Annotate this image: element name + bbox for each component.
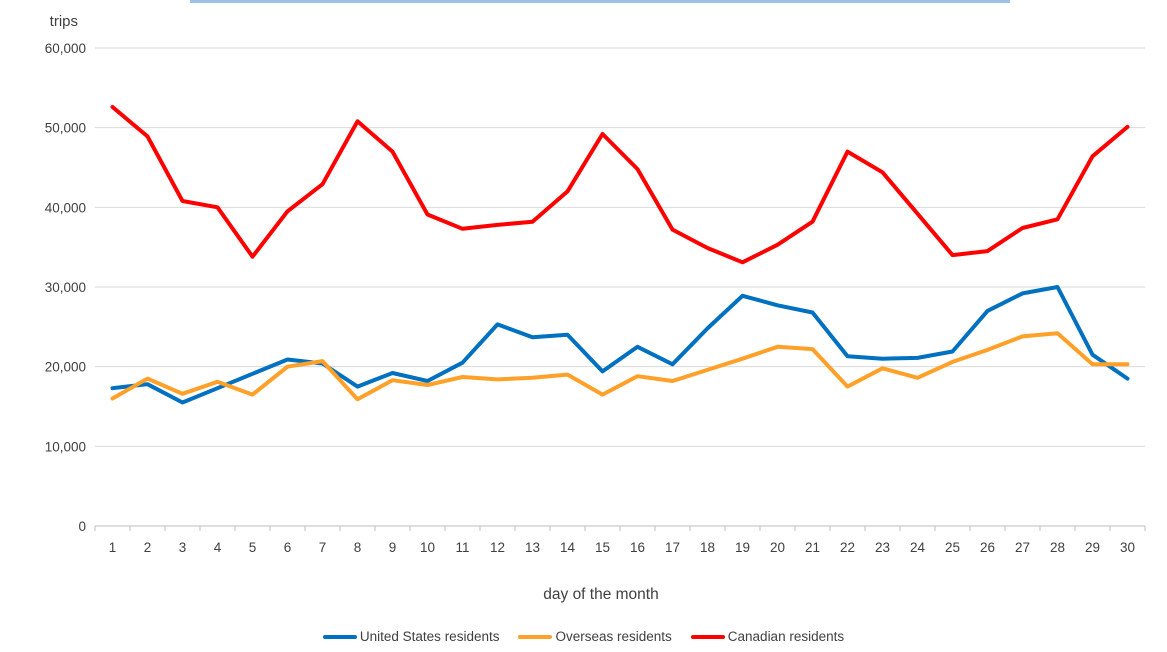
x-tick-label: 27 [1015, 540, 1030, 555]
legend-label-canadian-residents: Canadian residents [727, 629, 845, 644]
x-tick-label: 24 [910, 540, 926, 555]
y-tick-label: 30,000 [45, 280, 86, 295]
x-tick-label: 23 [875, 540, 890, 555]
legend-item-canadian-residents: Canadian residents [690, 627, 845, 647]
gridlines [95, 47, 1145, 447]
x-tick-label: 10 [420, 540, 435, 555]
x-tick-label: 29 [1085, 540, 1100, 555]
y-tick-label: 40,000 [45, 200, 86, 215]
series-line-united-states-residents [110, 285, 1130, 405]
x-tick-label: 11 [455, 540, 469, 555]
x-tick-label: 8 [354, 540, 362, 555]
x-axis-title: day of the month [543, 586, 658, 603]
x-axis-tick-labels: 1 2 3 4 5 6 7 8 9 10 11 12 13 14 15 16 17 18 19 20 21 22 23 24 2… [109, 540, 1135, 555]
y-tick-label: 60,000 [45, 41, 86, 56]
top-border-line [190, 0, 1010, 3]
x-tick-label: 4 [214, 540, 222, 555]
legend: United States residents Overseas residen… [0, 627, 1167, 647]
legend-swatch-united-states-residents [322, 635, 357, 639]
x-tick-label: 16 [630, 540, 645, 555]
series-line-overseas-residents [110, 331, 1130, 402]
y-axis-title: trips [50, 13, 78, 30]
x-tick-label: 20 [770, 540, 785, 555]
x-tick-label: 7 [319, 540, 327, 555]
x-tick-label: 12 [490, 540, 505, 555]
x-tick-label: 15 [595, 540, 610, 555]
x-tick-label: 28 [1050, 540, 1065, 555]
legend-item-overseas-residents: Overseas residents [518, 627, 672, 647]
x-tick-label: 17 [665, 540, 680, 555]
x-tick-label: 22 [840, 540, 855, 555]
series-line-canadian-residents [110, 105, 1130, 265]
legend-label-united-states-residents: United States residents [359, 629, 500, 644]
legend-label-overseas-residents: Overseas residents [555, 629, 672, 644]
x-tick-label: 2 [144, 540, 152, 555]
x-tick-label: 19 [735, 540, 750, 555]
x-tick-label: 9 [389, 540, 397, 555]
x-tick-label: 5 [249, 540, 257, 555]
x-tick-label: 21 [805, 540, 820, 555]
y-tick-label: 10,000 [45, 439, 86, 454]
y-tick-label: 0 [78, 519, 86, 534]
x-tick-label: 18 [700, 540, 715, 555]
x-tick-label: 3 [179, 540, 187, 555]
series-lines [110, 105, 1130, 405]
legend-swatch-canadian-residents [690, 635, 725, 639]
x-tick-label: 14 [560, 540, 576, 555]
y-axis-tick-labels: 0 10,000 20,000 30,000 40,000 50,000 60,000 [45, 41, 86, 534]
axes [94, 525, 1146, 531]
x-tick-label: 30 [1120, 540, 1135, 555]
x-tick-label: 26 [980, 540, 995, 555]
x-tick-label: 25 [945, 540, 960, 555]
x-tick-label: 1 [109, 540, 117, 555]
y-tick-label: 20,000 [45, 360, 86, 375]
legend-swatch-overseas-residents [518, 635, 553, 639]
legend-item-united-states-residents: United States residents [322, 627, 500, 647]
y-tick-label: 50,000 [45, 121, 86, 136]
x-tick-label: 13 [525, 540, 540, 555]
x-tick-label: 6 [284, 540, 292, 555]
